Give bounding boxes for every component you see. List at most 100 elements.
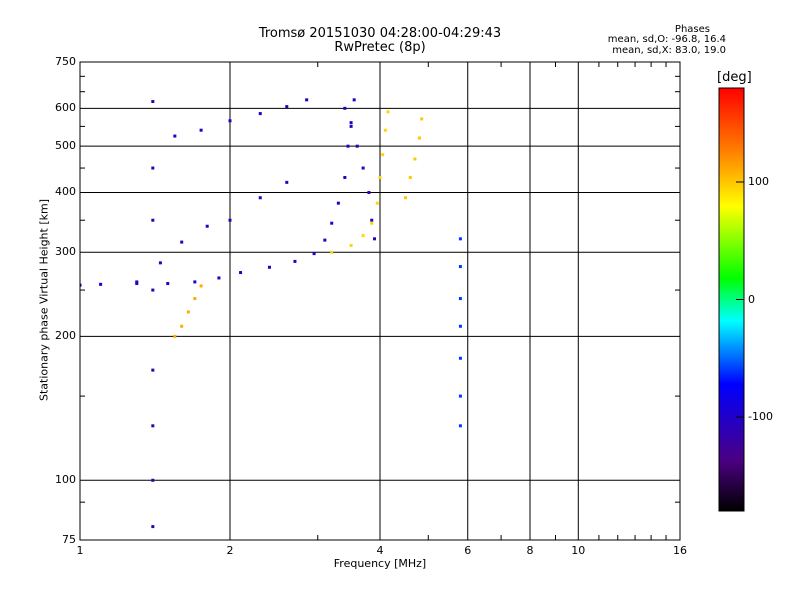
data-point	[151, 525, 155, 529]
data-point	[80, 283, 82, 287]
data-point	[151, 100, 155, 104]
data-point	[285, 180, 289, 184]
phase-stats-x: mean, sd,X: 83.0, 19.0	[612, 45, 726, 56]
data-point	[135, 280, 139, 284]
data-point	[166, 282, 170, 286]
colorbar-tick-label: -100	[748, 410, 773, 423]
data-point	[199, 128, 203, 132]
data-point	[378, 175, 382, 179]
x-tick-label: 4	[376, 544, 384, 557]
y-tick-label: 300	[55, 245, 76, 259]
data-point	[381, 153, 385, 157]
data-point	[173, 134, 177, 138]
data-point	[267, 265, 271, 269]
data-point	[151, 424, 155, 428]
data-point	[151, 368, 155, 372]
data-point	[343, 106, 347, 110]
data-point	[151, 288, 155, 292]
y-tick-label: 600	[55, 101, 76, 115]
data-points	[80, 98, 462, 529]
data-point	[458, 394, 462, 398]
data-point	[458, 424, 462, 428]
data-point	[228, 218, 232, 222]
y-tick-label: 75	[62, 533, 76, 546]
data-point	[239, 271, 243, 275]
data-point	[408, 175, 412, 179]
data-point	[373, 237, 377, 241]
data-point	[186, 310, 190, 314]
data-point	[420, 117, 424, 121]
data-point	[180, 324, 184, 328]
data-point	[293, 259, 297, 263]
data-point	[343, 175, 347, 179]
data-point	[151, 218, 155, 222]
data-point	[349, 243, 353, 247]
x-tick-label: 8	[526, 544, 534, 557]
data-point	[417, 136, 421, 140]
data-point	[458, 356, 462, 360]
data-point	[349, 121, 353, 125]
y-axis-label: Stationary phase Virtual Height [km]	[37, 198, 51, 402]
data-point	[361, 234, 365, 238]
data-point	[305, 98, 309, 102]
data-point	[258, 196, 262, 200]
data-point	[355, 144, 359, 148]
data-point	[285, 105, 289, 109]
data-point	[99, 282, 103, 286]
data-point	[413, 157, 417, 161]
data-point	[458, 297, 462, 301]
data-point	[205, 224, 209, 228]
y-tick-label: 500	[55, 139, 76, 153]
data-point	[403, 196, 407, 200]
data-point	[135, 282, 139, 286]
x-tick-label: 2	[226, 544, 234, 557]
data-point	[323, 238, 327, 242]
x-axis-label: Frequency [MHz]	[333, 557, 427, 570]
phase-stats-o: mean, sd,O: -96.8, 16.4	[607, 34, 726, 45]
data-point	[330, 221, 334, 225]
y-tick-label: 100	[55, 473, 76, 487]
chart-subtitle: RwPretec (8p)	[334, 40, 426, 55]
colorbar-ticks	[736, 181, 744, 418]
colorbar-tick-label: 100	[748, 175, 769, 188]
colorbar-unit: [deg]	[717, 70, 752, 85]
data-point	[458, 324, 462, 328]
data-point	[386, 110, 390, 114]
data-point	[151, 478, 155, 482]
data-point	[370, 218, 374, 222]
phase-stats-heading: Phases	[674, 24, 710, 35]
grid	[80, 62, 680, 540]
data-point	[180, 240, 184, 244]
data-point	[361, 166, 365, 170]
chart-title: Tromsø 20151030 04:28:00-04:29:43	[258, 26, 502, 41]
data-point	[173, 334, 177, 338]
x-tick-label: 16	[673, 544, 687, 557]
data-point	[352, 98, 356, 102]
data-point	[458, 237, 462, 241]
plot-frame	[79, 61, 681, 541]
data-point	[151, 166, 155, 170]
x-tick-label: 1	[76, 544, 84, 557]
y-tick-label: 750	[55, 55, 76, 68]
data-point	[330, 250, 334, 254]
data-point	[458, 265, 462, 269]
data-point	[370, 221, 374, 225]
data-point	[346, 144, 350, 148]
data-point	[193, 297, 197, 301]
data-point	[193, 280, 197, 284]
data-point	[312, 252, 316, 256]
x-tick-label: 6	[464, 544, 472, 557]
data-point	[158, 261, 162, 265]
data-point	[199, 284, 203, 288]
y-tick-label: 200	[55, 329, 76, 343]
data-point	[383, 128, 387, 132]
data-point	[367, 190, 371, 194]
data-point	[258, 112, 262, 116]
y-tick-label: 400	[55, 185, 76, 199]
colorbar-tick-label: 0	[748, 292, 755, 306]
data-point	[375, 201, 379, 205]
data-point	[228, 119, 232, 123]
x-tick-label: 10	[571, 544, 586, 557]
data-point	[349, 124, 353, 128]
